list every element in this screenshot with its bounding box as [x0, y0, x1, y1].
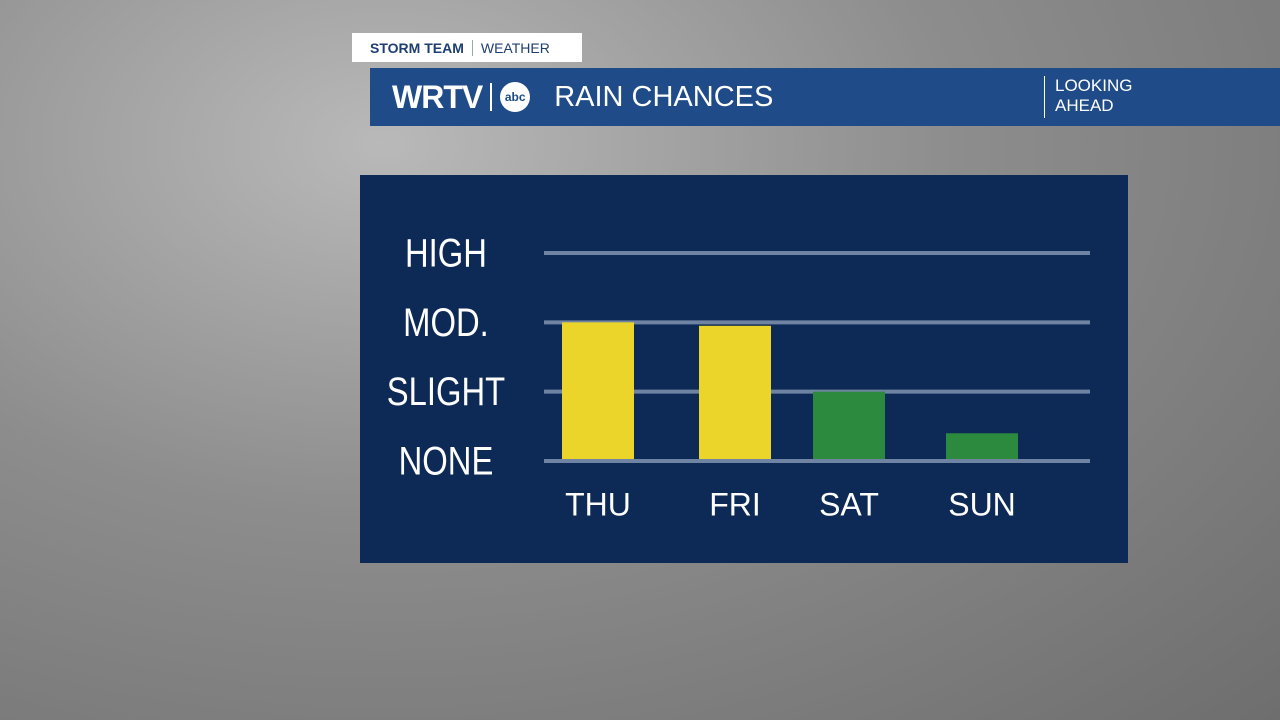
bar [562, 322, 634, 459]
title-bar: WRTV abc RAIN CHANCES LOOKING AHEAD [370, 68, 1280, 126]
bar [699, 325, 771, 459]
tag: STORM TEAM [370, 39, 464, 56]
side-note: LOOKING AHEAD [1044, 76, 1145, 118]
network-logo: abc [500, 82, 531, 112]
x-tick-label: THU [565, 486, 631, 522]
tag-sub: WEATHER [480, 39, 550, 56]
chart-title: RAIN CHANCES [554, 80, 774, 113]
x-tick-label: FRI [709, 486, 761, 522]
bar [946, 433, 1018, 459]
storm-team-tab: STORM TEAM WEATHER [352, 33, 582, 62]
x-tick-label: SAT [819, 486, 879, 522]
bar [813, 391, 885, 459]
y-tick-label: HIGH [405, 230, 487, 275]
station: WRTV [392, 78, 483, 115]
y-tick-label: MOD. [403, 300, 489, 345]
y-tick-label: SLIGHT [387, 369, 505, 414]
y-tick-label: NONE [399, 438, 494, 483]
x-tick-label: SUN [948, 486, 1016, 522]
